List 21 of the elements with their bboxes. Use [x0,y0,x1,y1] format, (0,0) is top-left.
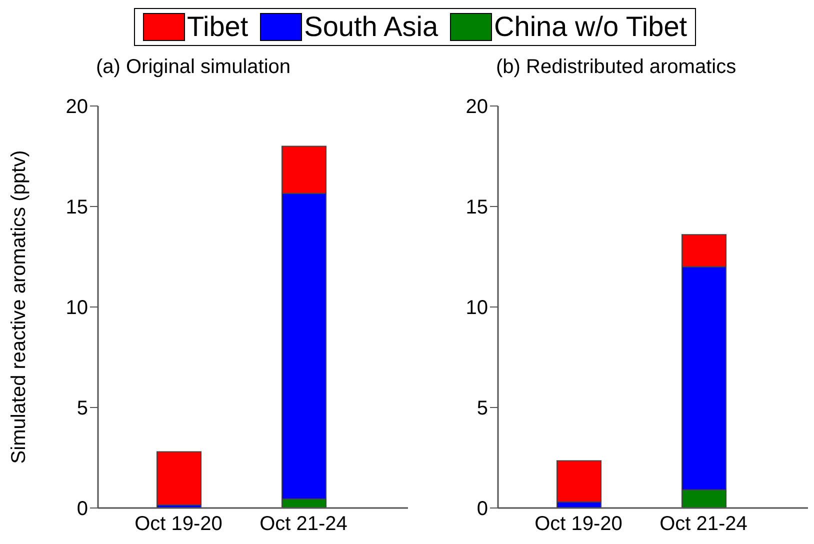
y-tick-label: 5 [476,398,488,420]
x-tick-label: Oct 21-24 [260,513,348,536]
legend-label: Tibet [186,11,248,43]
y-tick-label: 10 [466,297,488,320]
x-tick-label: Oct 19-20 [134,513,222,536]
chart-title: (b) Redistributed aromatics [496,56,736,79]
legend-label: South Asia [304,11,438,43]
y-tick-label: 0 [476,498,488,520]
y-tick-label: 20 [466,96,488,118]
x-tick-label: Oct 21-24 [660,513,748,536]
x-tick-label: Oct 19-20 [534,513,622,536]
y-tick-label: 10 [66,297,88,320]
y-tick-label: 15 [66,196,88,219]
legend-label: China w/o Tibet [494,11,688,43]
y-axis-title: Simulated reactive aromatics (pptv) [8,150,30,464]
bar [156,451,202,506]
y-tick-label: 15 [466,196,488,219]
y-tick-label: 0 [76,498,88,520]
y-tick-label: 20 [66,96,88,118]
y-tick-label: 5 [76,398,88,420]
chart-title: (a) Original simulation [96,56,291,79]
